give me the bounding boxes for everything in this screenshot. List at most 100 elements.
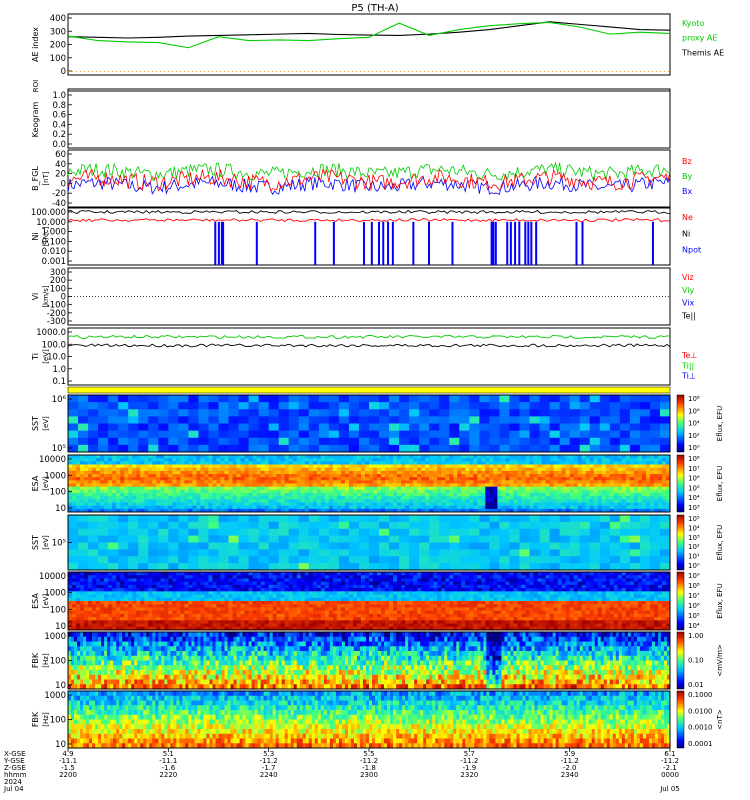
spectrogram-cell — [128, 474, 133, 478]
spectrogram-cell — [116, 480, 121, 484]
spectrogram-cell — [124, 499, 129, 503]
spectrogram-cell — [84, 584, 89, 589]
spectrogram-cell — [457, 455, 462, 459]
spectrogram-cell — [381, 480, 386, 484]
spectrogram-cell — [549, 477, 555, 481]
spectrogram-cell — [276, 581, 282, 586]
spectrogram-cell — [168, 477, 173, 481]
spectrogram-cell — [240, 591, 246, 596]
spectrogram-cell — [180, 480, 185, 484]
spectrogram-cell — [529, 416, 541, 424]
spectrogram-cell — [513, 489, 518, 494]
spectrogram-cell — [160, 572, 165, 576]
spectrogram-cell — [649, 496, 655, 500]
spectrogram-cell — [278, 535, 290, 543]
spectrogram-cell — [204, 480, 209, 484]
spectrogram-cell — [653, 464, 659, 469]
spectrogram-cell — [641, 496, 647, 500]
spectrogram-cell — [228, 437, 240, 446]
spectrogram-cell — [425, 483, 430, 488]
spectrogram-cell — [296, 591, 302, 596]
spectrogram-cell — [264, 597, 270, 602]
spectrogram-cell — [224, 604, 230, 608]
spectrogram-cell — [320, 496, 326, 500]
spectrogram-cell — [425, 464, 430, 469]
spectrogram-cell — [236, 470, 242, 475]
spectrogram-cell — [240, 496, 246, 500]
spectrogram-cell — [164, 617, 169, 621]
spectrogram-cell — [180, 483, 185, 488]
spectrogram-cell — [619, 563, 631, 571]
spectrogram-cell — [308, 489, 314, 494]
spectrogram-cell — [96, 493, 101, 497]
spectrogram-cell — [332, 480, 338, 484]
spectrogram-cell — [120, 601, 125, 605]
spectrogram-cell — [453, 483, 458, 488]
spectrogram-cell — [529, 542, 541, 550]
spectrogram-cell — [613, 477, 619, 481]
spectrogram-cell — [579, 521, 591, 530]
spectrogram-cell — [248, 584, 254, 589]
spectrogram-cell — [373, 489, 378, 494]
spectrogram-cell — [168, 588, 173, 592]
spectrogram-cell — [417, 461, 422, 465]
spectrogram-cell — [557, 502, 563, 507]
spectrogram-cell — [308, 480, 314, 484]
spectrogram-cell — [417, 505, 422, 510]
spectrogram-cell — [665, 461, 671, 465]
spectrogram-cell — [108, 623, 113, 628]
spectrogram-cell — [569, 474, 575, 478]
y-tick-label: 0.1 — [52, 377, 66, 387]
spectrogram-cell — [493, 493, 498, 497]
spectrogram-cell — [212, 505, 217, 510]
spectrogram-cell — [417, 480, 422, 484]
spectrogram-cell — [529, 464, 535, 469]
spectrogram-cell — [381, 458, 386, 462]
spectrogram-cell — [348, 402, 360, 410]
spectrogram-cell — [248, 610, 254, 615]
spectrogram-cell — [489, 461, 494, 465]
spectrogram-cell — [609, 486, 615, 491]
spectrogram-cell — [238, 416, 250, 424]
spectrogram-cell — [178, 515, 189, 523]
spectrogram-cell — [300, 578, 306, 583]
spectrogram-cell — [236, 623, 242, 628]
spectrogram-cell — [577, 470, 583, 475]
spectrogram-cell — [549, 483, 555, 488]
spectrogram-cell — [308, 591, 314, 596]
spectrogram-cell — [629, 496, 635, 500]
spectrogram-cell — [533, 477, 539, 481]
spectrogram-cell — [649, 528, 661, 537]
spectrogram-cell — [473, 502, 478, 507]
spectrogram-cell — [180, 458, 185, 462]
spectrogram-cell — [509, 423, 520, 432]
spectrogram-cell — [140, 575, 145, 579]
spectrogram-cell — [76, 591, 81, 596]
y-axis-units: [km/s] — [42, 285, 50, 308]
spectrogram-cell — [72, 467, 77, 472]
spectrogram-cell — [256, 604, 262, 608]
spectrogram-cell — [108, 470, 113, 475]
spectrogram-cell — [228, 486, 234, 491]
spectrogram-cell — [176, 483, 181, 488]
spectrogram-cell — [417, 458, 422, 462]
spectrogram-cell — [399, 430, 410, 439]
spectrogram-cell — [84, 470, 89, 475]
spectrogram-cell — [449, 502, 454, 507]
spectrogram-cell — [489, 395, 500, 403]
spectrogram-cell — [419, 416, 430, 424]
spectrogram-cell — [240, 575, 246, 579]
spectrogram-cell — [232, 588, 238, 592]
spectrogram-cell — [298, 535, 310, 543]
spectrogram-cell — [328, 470, 334, 475]
spectrogram-cell — [517, 489, 523, 494]
spectrogram-cell — [168, 502, 173, 507]
spectrogram-cell — [356, 489, 362, 494]
spectrogram-cell — [68, 556, 79, 564]
spectrogram-cell — [352, 470, 358, 475]
spectrogram-cell — [160, 505, 165, 510]
spectrogram-cell — [200, 594, 205, 599]
spectrogram-cell — [216, 584, 222, 589]
spectrogram-cell — [272, 597, 278, 602]
spectrogram-cell — [625, 464, 631, 469]
